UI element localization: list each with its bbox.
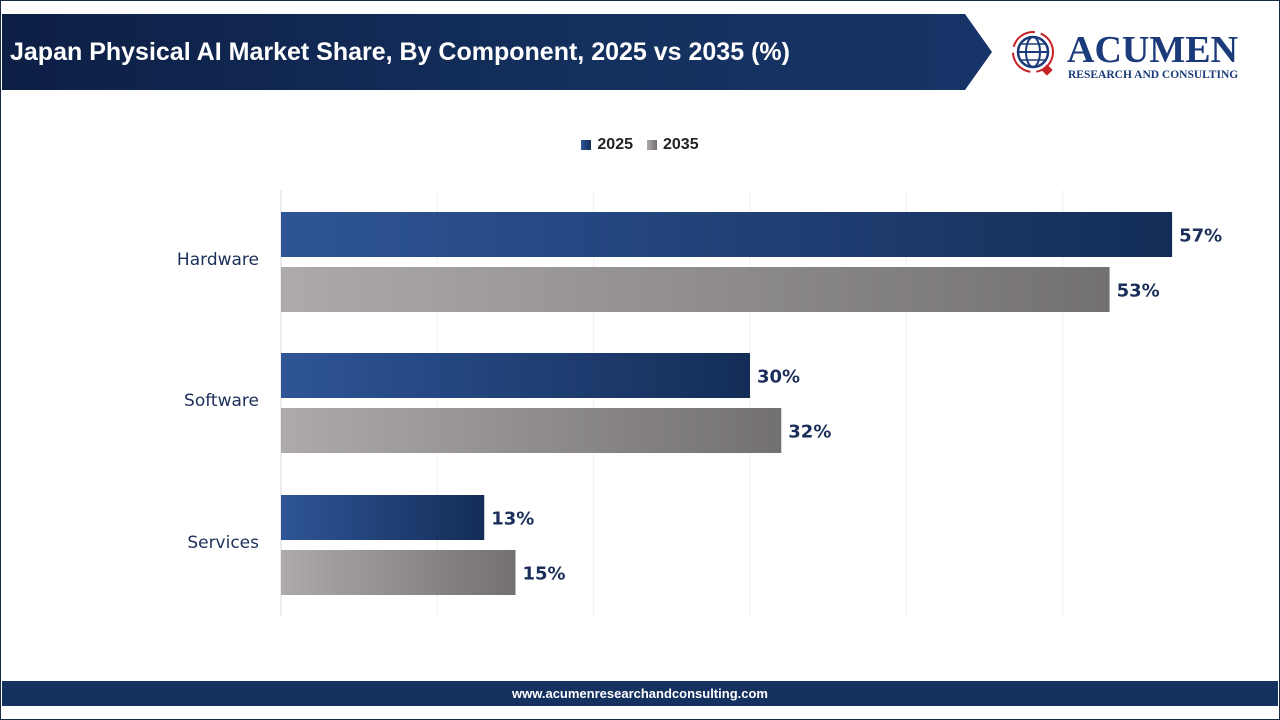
legend-item-2025: 2025 [581,136,633,154]
chart-legend: 2025 2035 [0,136,1280,154]
category-label: Hardware [176,250,259,270]
bar-2035-hardware [281,267,1110,312]
bar-2025-hardware [281,212,1173,257]
category-label: Software [184,391,259,411]
svg-text:ACUMEN: ACUMEN [1067,29,1238,71]
acumen-logo: ACUMEN RESEARCH AND CONSULTING [1012,29,1238,81]
data-label: 15% [523,564,566,585]
data-label: 32% [788,422,831,443]
bar-2035-services [281,550,516,595]
data-label: 13% [491,509,534,530]
legend-item-2035: 2035 [647,136,699,154]
bar-2025-software [281,353,750,398]
data-label: 57% [1179,226,1222,247]
header-band [2,14,992,90]
bar-2025-services [281,495,485,540]
data-label: 30% [757,367,800,388]
legend-label-2025: 2025 [597,136,633,153]
svg-text:RESEARCH AND CONSULTING: RESEARCH AND CONSULTING [1068,69,1238,81]
page-title: Japan Physical AI Market Share, By Compo… [10,38,790,66]
legend-swatch-2025 [581,140,592,150]
category-label: Services [187,533,259,553]
footer-url: www.acumenresearchandconsulting.com [2,681,1278,706]
legend-swatch-2035 [647,140,657,150]
data-label: 53% [1117,281,1160,302]
globe-icon [1012,31,1054,76]
bar-2035-software [281,408,782,453]
legend-label-2035: 2035 [663,136,699,153]
